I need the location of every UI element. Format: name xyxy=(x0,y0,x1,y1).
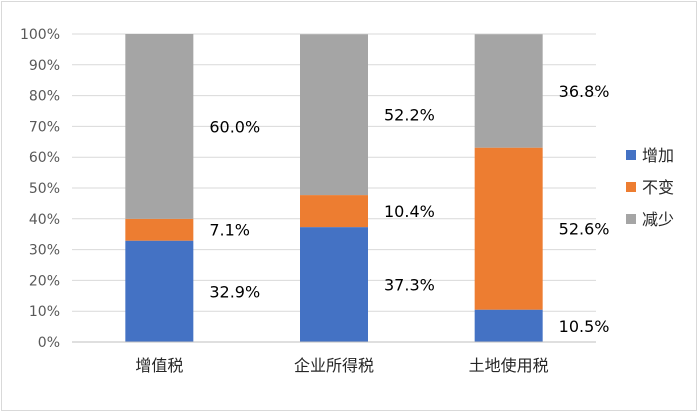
bar-segment xyxy=(125,34,194,219)
y-tick-label: 80% xyxy=(29,89,60,105)
bar-segment xyxy=(125,240,194,342)
bar-segment xyxy=(125,218,194,241)
data-label: 52.6% xyxy=(559,220,610,239)
legend-swatch xyxy=(626,150,636,160)
y-tick-label: 20% xyxy=(29,273,60,289)
y-tick-label: 40% xyxy=(29,212,60,228)
bar-segment xyxy=(474,147,543,310)
data-label: 10.4% xyxy=(384,202,435,221)
bars xyxy=(125,34,543,342)
legend-label: 减少 xyxy=(642,210,674,229)
legend-label: 不变 xyxy=(642,178,674,197)
data-label: 37.3% xyxy=(384,276,435,295)
y-tick-label: 30% xyxy=(29,243,60,259)
bar-segment xyxy=(300,34,368,196)
x-category-label: 企业所得税 xyxy=(294,356,374,375)
data-label: 60.0% xyxy=(209,117,260,136)
x-category-label: 土地使用税 xyxy=(469,356,549,375)
y-axis-ticks: 0% 10% 20% 30% 40% 50% 60% 70% 80% 90% 100% xyxy=(20,27,60,351)
y-tick-label: 60% xyxy=(29,150,60,166)
bar-segment xyxy=(300,227,368,342)
bar-segment xyxy=(300,195,368,228)
bar-segment xyxy=(474,309,543,342)
y-tick-label: 50% xyxy=(29,181,60,197)
data-label: 32.9% xyxy=(209,282,260,301)
bar-segment xyxy=(474,34,543,148)
data-label: 52.2% xyxy=(384,106,435,125)
data-label: 10.5% xyxy=(559,317,610,336)
y-tick-label: 100% xyxy=(20,27,60,43)
y-tick-label: 70% xyxy=(29,119,60,135)
legend-swatch xyxy=(626,214,636,224)
x-category-label: 增值税 xyxy=(135,356,183,375)
y-tick-label: 90% xyxy=(29,58,60,74)
data-label: 7.1% xyxy=(209,221,250,240)
x-axis: 增值税 企业所得税 土地使用税 xyxy=(72,341,596,375)
data-labels: 32.9% 7.1% 60.0% 37.3% 10.4% 52.2% 10.5% 52.6% 3… xyxy=(209,82,609,336)
data-label: 36.8% xyxy=(559,82,610,101)
y-tick-label: 0% xyxy=(38,335,60,351)
legend-swatch xyxy=(626,182,636,192)
legend-label: 增加 xyxy=(642,146,674,165)
y-tick-label: 10% xyxy=(29,304,60,320)
